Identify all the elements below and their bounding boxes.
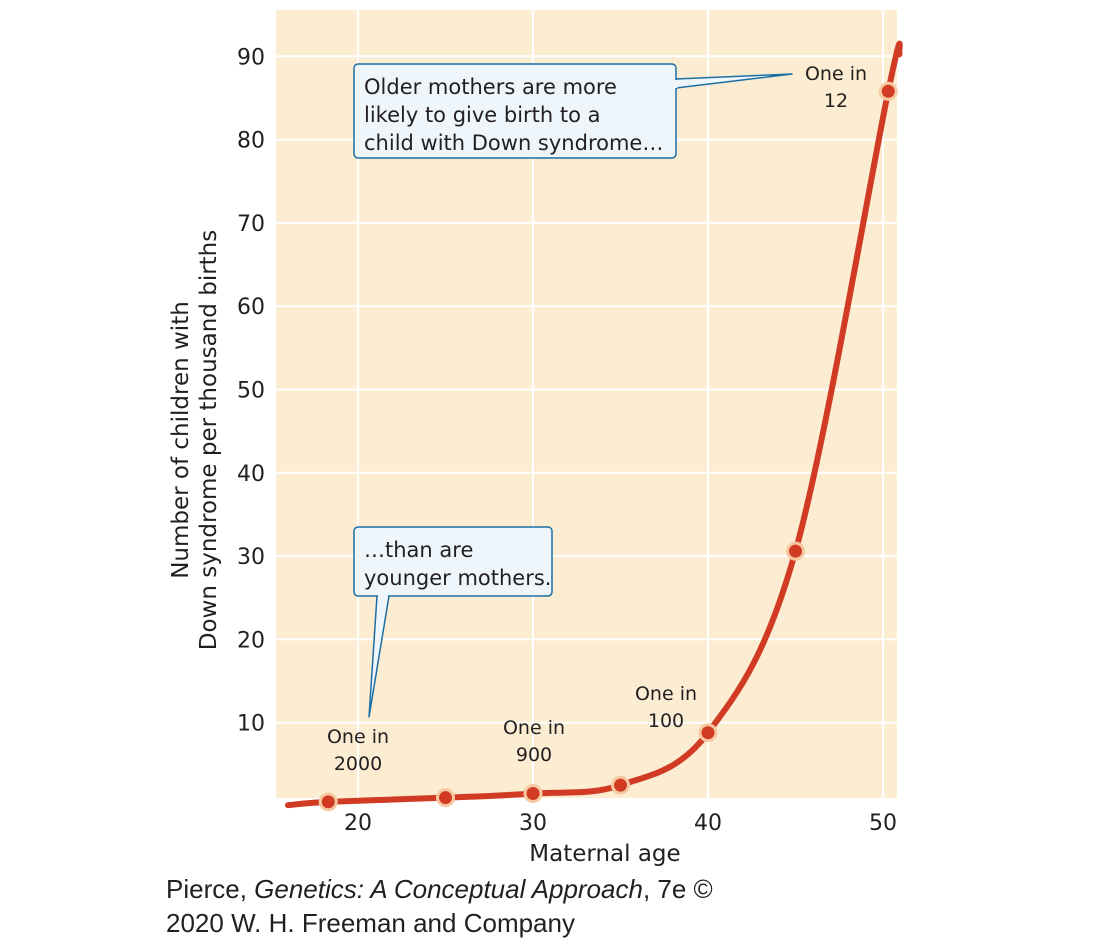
y-tick-label-20: 20 xyxy=(237,628,265,653)
callout-older-mothers: Older mothers are more likely to give bir… xyxy=(353,63,793,159)
y-axis-title: Number of children with Down syndrome pe… xyxy=(168,230,222,651)
callout-2-text-line-1: younger mothers. xyxy=(364,566,551,590)
point-label-2-line-0: One in xyxy=(635,683,697,705)
x-tick-label-40: 40 xyxy=(694,811,722,836)
credit-line-2: 2020 W. H. Freeman and Company xyxy=(166,908,575,938)
credit-prefix: Pierce, xyxy=(166,874,255,904)
x-tick-label-20: 20 xyxy=(344,811,372,836)
data-points xyxy=(318,81,898,812)
y-tick-label-70: 70 xyxy=(237,212,265,237)
callout-1-text-line-1: likely to give birth to a xyxy=(364,103,601,127)
point-labels: One in 2000 One in 900 One in 100 One in 12 xyxy=(327,63,867,775)
point-label-0-line-0: One in xyxy=(327,726,389,748)
data-point-2 xyxy=(523,784,543,804)
credit-line-1: Pierce, Genetics: A Conceptual Approach,… xyxy=(166,874,713,905)
point-label-0-line-1: 2000 xyxy=(334,753,382,775)
credit-suffix: , 7e © xyxy=(642,874,713,904)
callout-1-box xyxy=(353,63,677,159)
data-point-3 xyxy=(611,775,630,795)
point-label-3-line-0: One in xyxy=(805,63,867,85)
data-point-0 xyxy=(318,792,338,812)
y-tick-label-60: 60 xyxy=(237,295,265,320)
point-label-3-line-1: 12 xyxy=(824,90,848,112)
point-label-1-line-1: 900 xyxy=(516,744,552,766)
x-tick-label-50: 50 xyxy=(869,811,897,836)
y-tick-label-40: 40 xyxy=(237,462,265,487)
x-tick-label-30: 30 xyxy=(519,811,547,836)
y-axis-title-line-2: Down syndrome per thousand births xyxy=(196,230,222,651)
point-label-2-line-1: 100 xyxy=(648,710,684,732)
callout-1-text-line-0: Older mothers are more xyxy=(364,75,617,99)
y-tick-label-90: 90 xyxy=(237,45,265,70)
y-axis-title-line-1: Number of children with xyxy=(168,301,194,579)
data-point-4 xyxy=(698,723,718,743)
y-tick-label-50: 50 xyxy=(237,379,265,404)
y-tick-label-80: 80 xyxy=(237,129,265,154)
callout-2-text-line-0: …than are xyxy=(364,538,473,562)
callout-younger-mothers: …than are younger mothers. xyxy=(353,526,553,718)
y-tick-label-10: 10 xyxy=(237,712,265,737)
data-point-1 xyxy=(436,788,455,808)
callout-2-box xyxy=(353,526,553,597)
y-tick-label-30: 30 xyxy=(237,545,265,570)
grid-lines xyxy=(276,10,897,798)
x-axis-title: Maternal age xyxy=(529,841,680,867)
point-label-1-line-0: One in xyxy=(503,717,565,739)
series-line xyxy=(285,40,903,809)
callout-1-text-line-2: child with Down syndrome… xyxy=(364,131,663,155)
x-axis-ticks: 20 30 40 50 xyxy=(344,811,897,836)
data-point-5 xyxy=(786,541,805,561)
data-point-6 xyxy=(878,81,898,101)
y-axis-ticks: 10 20 30 40 50 60 70 80 90 xyxy=(237,45,265,736)
credit-book-title: Genetics: A Conceptual Approach xyxy=(254,874,643,904)
